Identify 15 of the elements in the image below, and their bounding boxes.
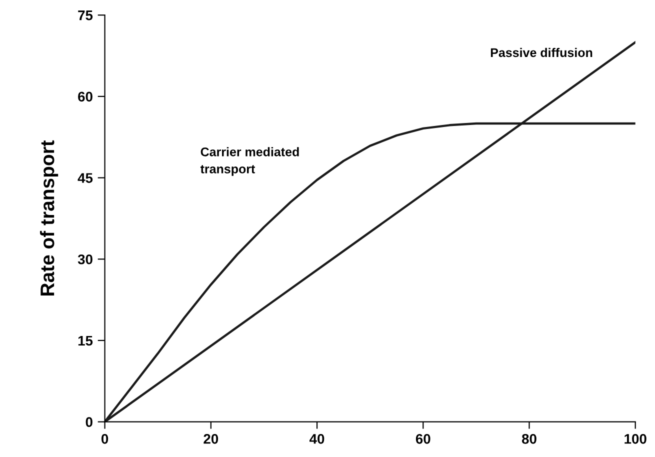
series-label: Carrier mediated transport	[200, 147, 299, 176]
x-tick-label: 20	[204, 434, 218, 444]
x-tick-label: 40	[310, 434, 324, 444]
y-axis-title: Rate of transport	[40, 140, 58, 296]
x-tick-label: 80	[522, 434, 536, 444]
x-tick-label: 0	[101, 434, 108, 444]
y-tick-label: 45	[78, 173, 93, 183]
y-tick-label: 75	[78, 10, 93, 20]
x-tick-label: 100	[624, 434, 646, 444]
y-tick-label: 60	[78, 92, 92, 102]
y-tick-label: 15	[78, 336, 93, 346]
series-label: Passive diffusion	[490, 48, 592, 58]
y-tick-label: 30	[78, 254, 92, 264]
x-tick-label: 60	[416, 434, 430, 444]
y-tick-label: 0	[86, 417, 92, 427]
